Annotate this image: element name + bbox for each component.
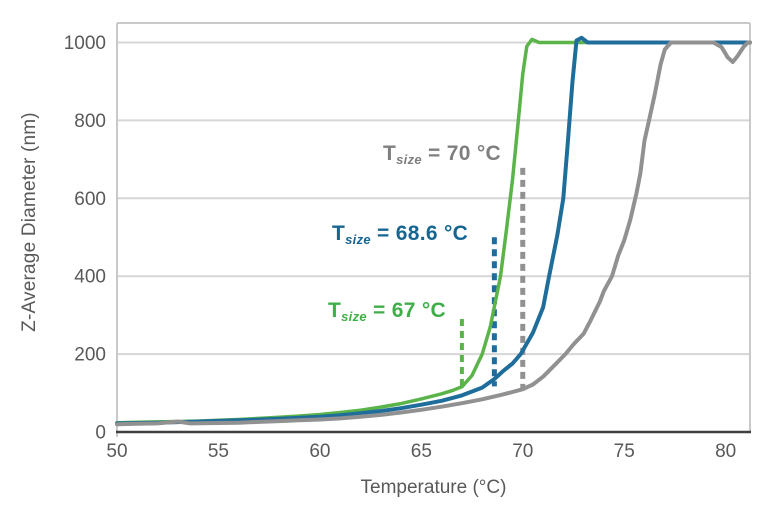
x-tick-label-55: 55: [208, 441, 229, 462]
annotation-subscript: size: [396, 152, 422, 167]
y-tick-label-400: 400: [74, 267, 106, 288]
annotation-t-symbol: T: [383, 142, 397, 165]
x-axis-title: Temperature (°C): [360, 477, 507, 498]
y-axis-title: Z-Average Diameter (nm): [19, 112, 40, 332]
series-line-blue: [115, 35, 752, 426]
annotation-value: = 68.6 °C: [370, 222, 469, 245]
x-tick-label-70: 70: [512, 441, 533, 462]
annotation-tsize-68-6: Tsize = 68.6 °C: [332, 222, 469, 247]
x-tick-label-75: 75: [614, 441, 635, 462]
x-tick-label-50: 50: [106, 441, 127, 462]
y-tick-label-600: 600: [74, 189, 106, 210]
y-tick-label-800: 800: [74, 111, 106, 132]
series-line-gray: [115, 40, 752, 427]
x-tick-label-60: 60: [309, 441, 330, 462]
annotation-subscript: size: [345, 232, 371, 247]
annotation-value: = 67 °C: [366, 299, 447, 322]
annotation-subscript: size: [341, 309, 367, 324]
annotation-value: = 70 °C: [421, 142, 502, 165]
annotation-t-symbol: T: [332, 222, 346, 245]
x-tick-label-65: 65: [411, 441, 432, 462]
y-tick-label-1000: 1000: [64, 33, 106, 54]
annotation-t-symbol: T: [328, 299, 342, 322]
annotation-tsize-70: Tsize = 70 °C: [383, 142, 502, 167]
x-tick-label-80: 80: [715, 441, 736, 462]
y-tick-label-200: 200: [74, 345, 106, 366]
y-tick-label-0: 0: [95, 423, 106, 444]
annotation-tsize-67: Tsize = 67 °C: [328, 299, 447, 324]
